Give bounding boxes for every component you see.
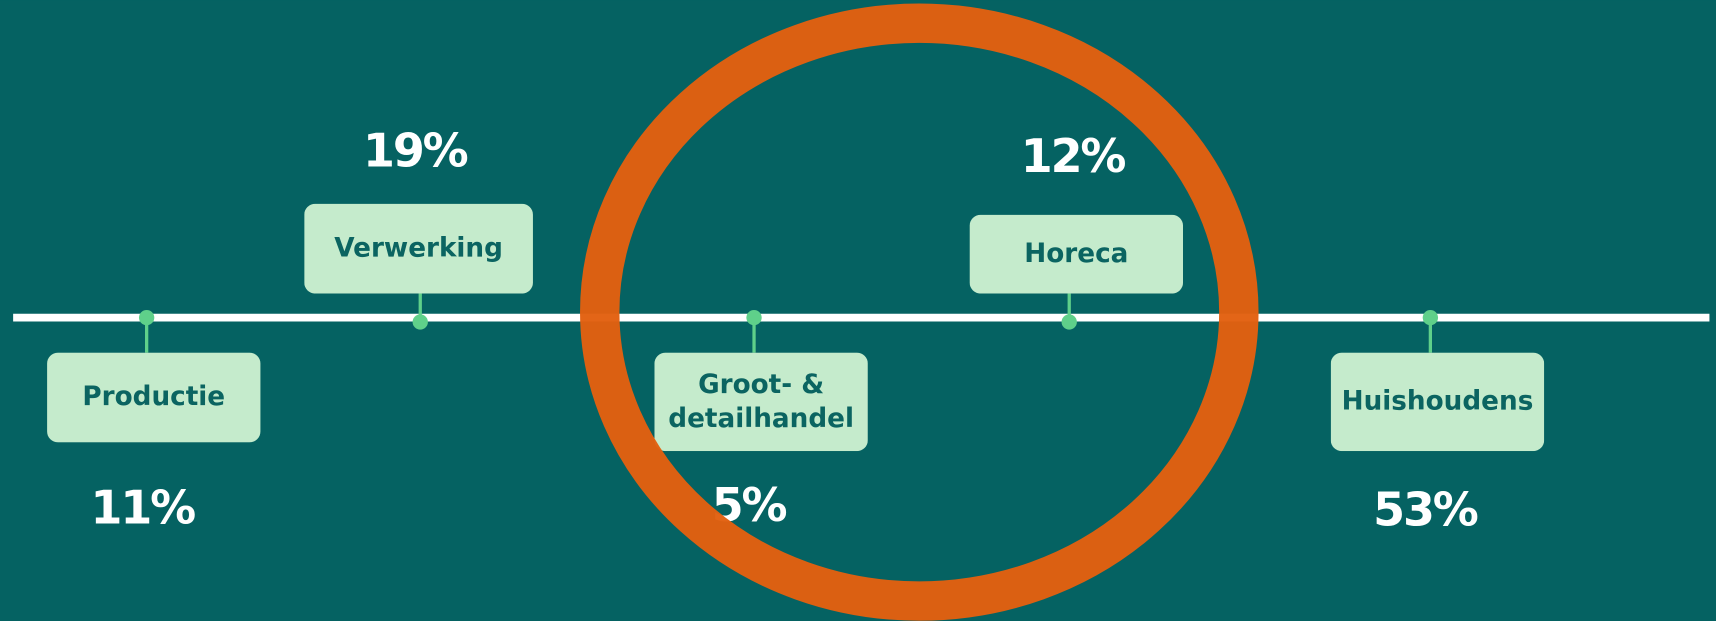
node-label: Verwerking bbox=[304, 204, 533, 294]
label-box: Productie bbox=[47, 353, 260, 443]
node-label: Groot- & detailhandel bbox=[654, 353, 867, 451]
label-box: Verwerking bbox=[304, 204, 533, 294]
node-label: Horeca bbox=[970, 215, 1183, 294]
label-box: Horeca bbox=[970, 215, 1183, 294]
node-label: Productie bbox=[47, 353, 260, 443]
node-value: 11% bbox=[91, 480, 196, 534]
timeline-diagram: Productie 11% Verwerking 19% Groot- & detail… bbox=[0, 0, 1716, 621]
node-dot bbox=[1062, 314, 1077, 329]
node-value: 12% bbox=[1021, 129, 1126, 183]
node-value: 19% bbox=[363, 124, 468, 178]
node-dot bbox=[413, 314, 428, 329]
node-dot bbox=[139, 310, 154, 325]
node-dot bbox=[746, 310, 761, 325]
label-box: Huishoudens bbox=[1331, 353, 1544, 451]
node-label: Huishoudens bbox=[1331, 353, 1544, 451]
label-box: Groot- & detailhandel bbox=[654, 353, 867, 451]
node-value: 53% bbox=[1373, 483, 1478, 537]
node-dot bbox=[1423, 310, 1438, 325]
page: Productie 11% Verwerking 19% Groot- & detail… bbox=[0, 0, 1716, 621]
